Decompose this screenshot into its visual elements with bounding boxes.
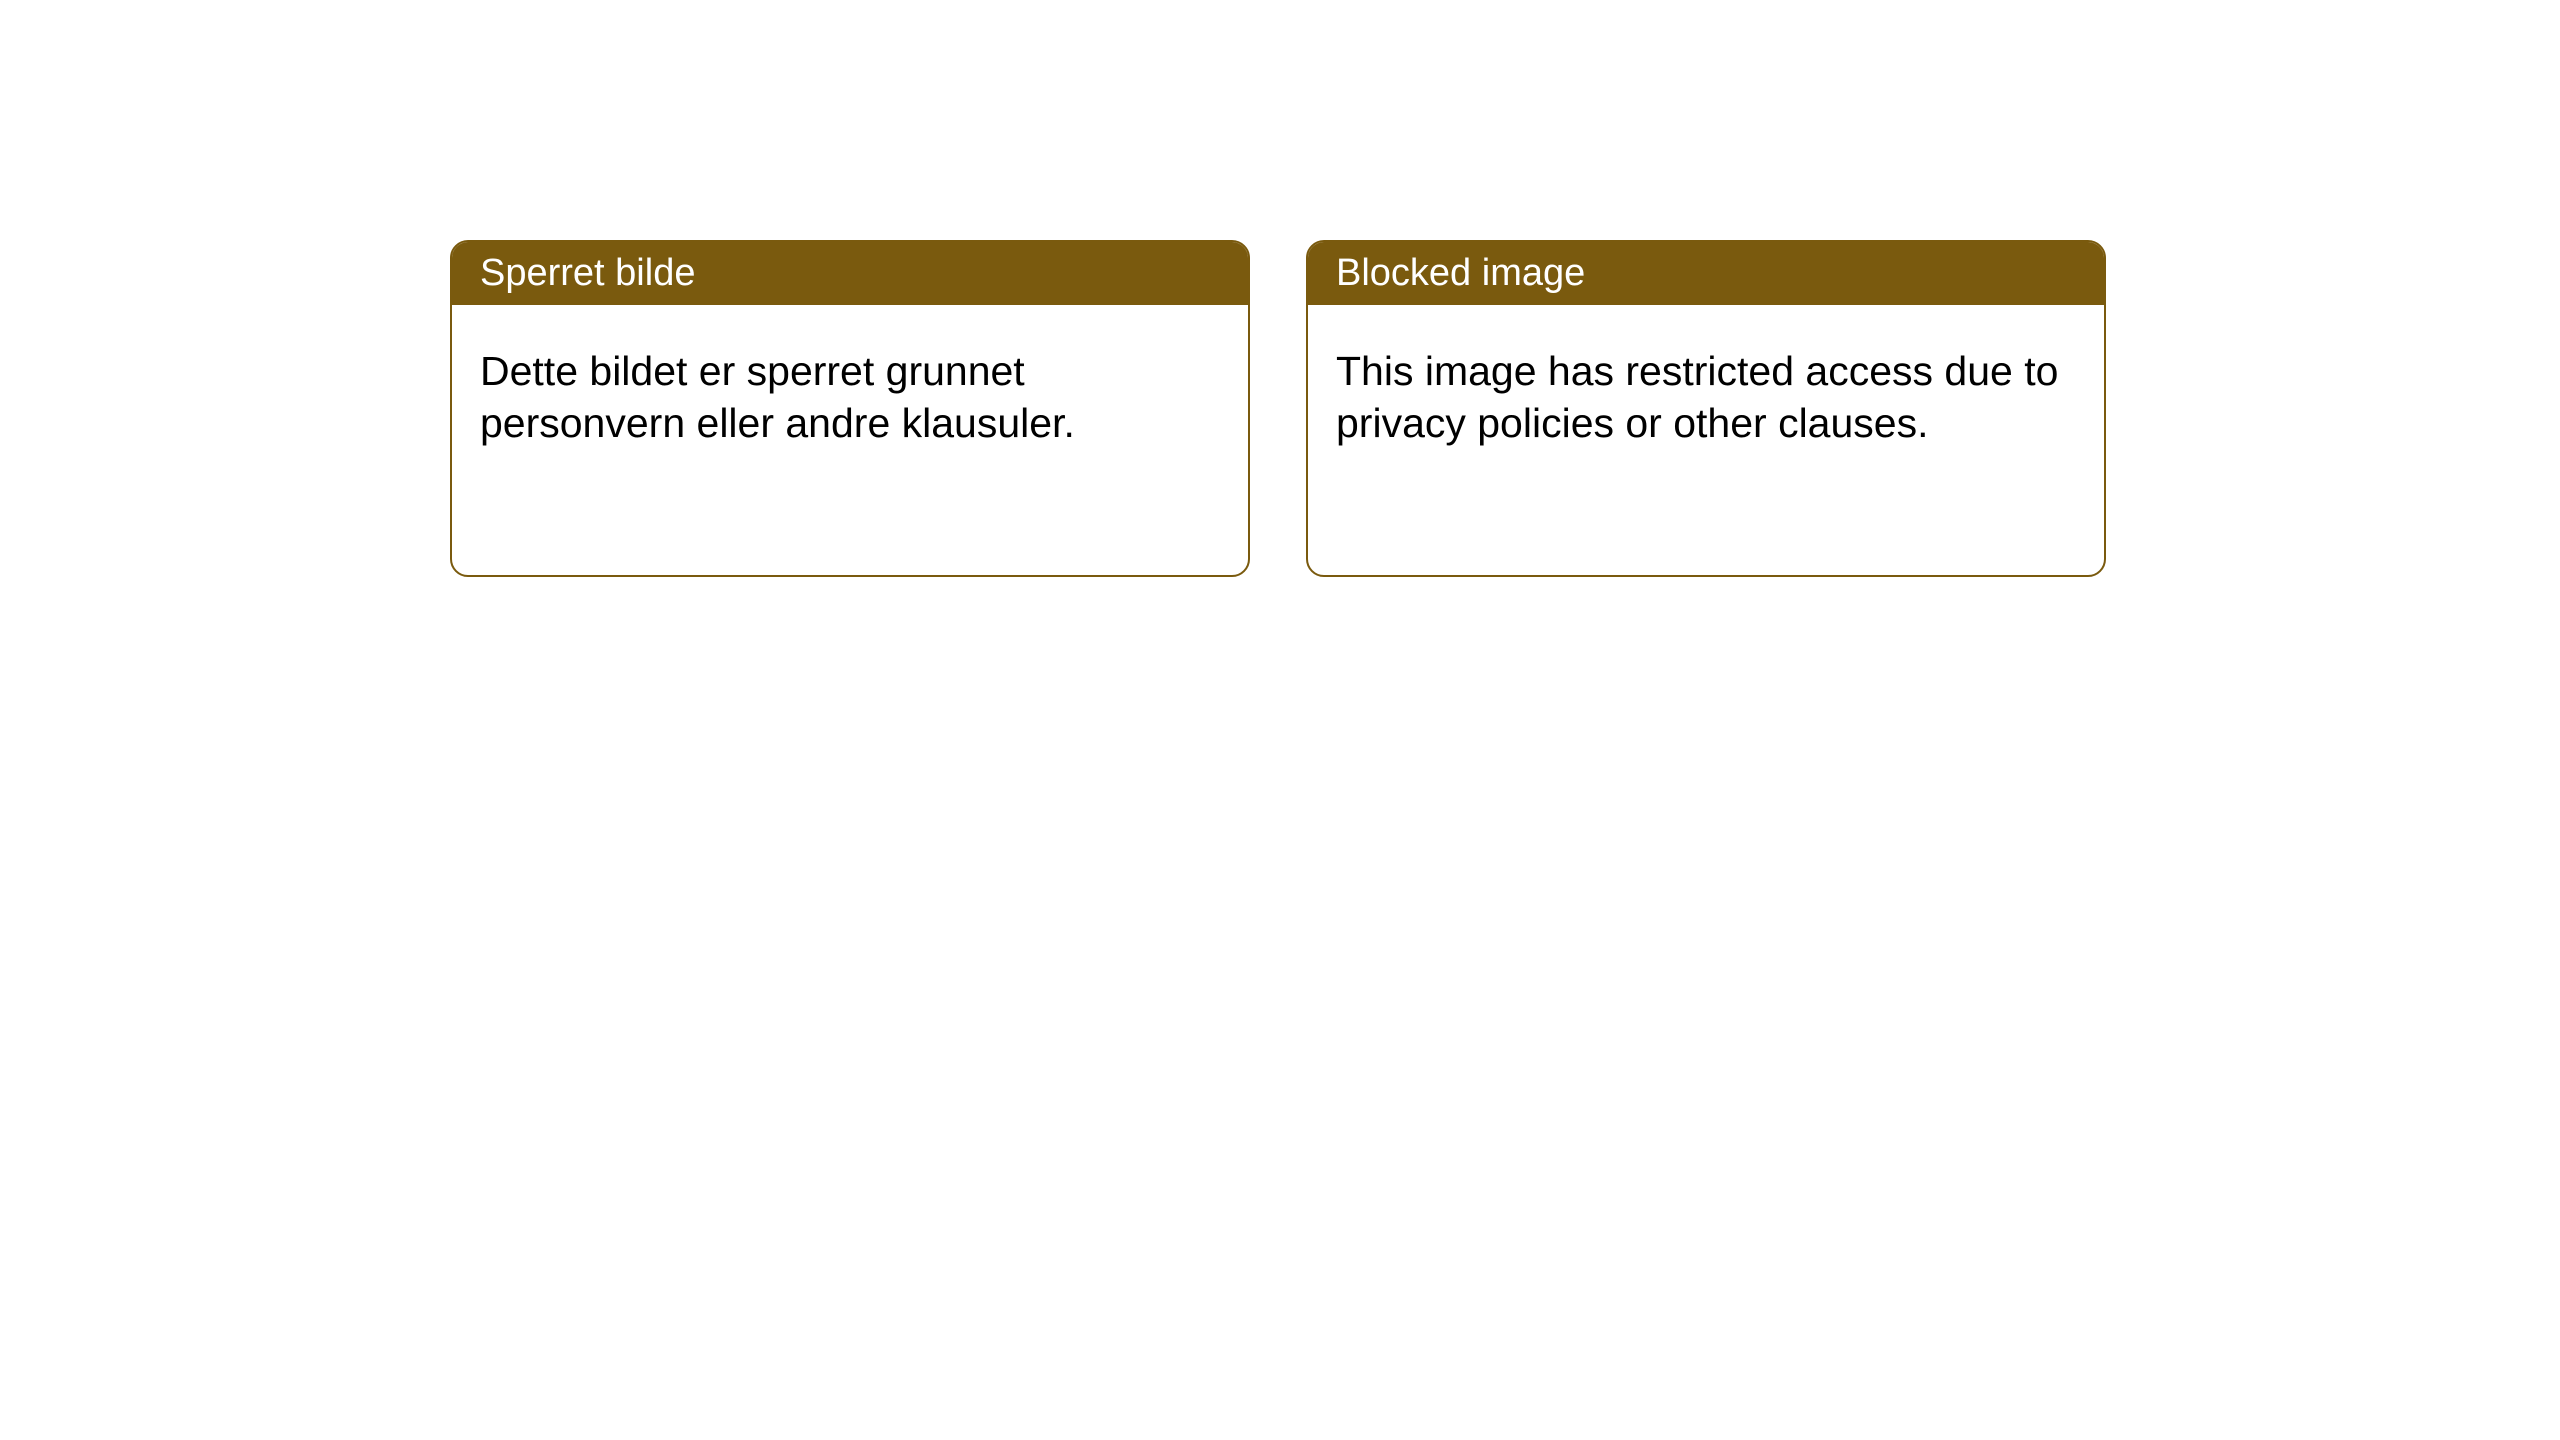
notice-header: Sperret bilde <box>452 242 1248 305</box>
notice-card-english: Blocked image This image has restricted … <box>1306 240 2106 577</box>
notice-body: Dette bildet er sperret grunnet personve… <box>452 305 1248 490</box>
notice-body: This image has restricted access due to … <box>1308 305 2104 490</box>
notice-card-norwegian: Sperret bilde Dette bildet er sperret gr… <box>450 240 1250 577</box>
notice-container: Sperret bilde Dette bildet er sperret gr… <box>450 240 2106 577</box>
notice-header: Blocked image <box>1308 242 2104 305</box>
